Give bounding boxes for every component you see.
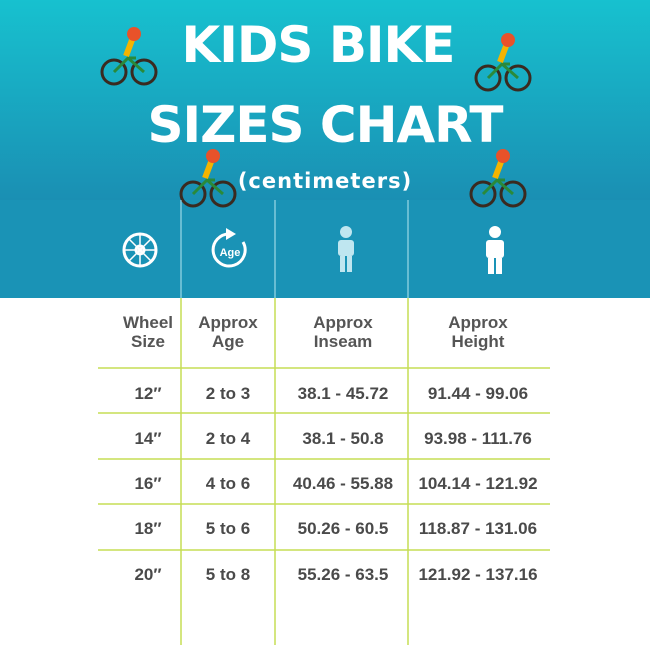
table-cell: 20″ xyxy=(134,565,161,584)
title-line: SIZES CHART xyxy=(147,96,503,154)
title-line: KIDS BIKE xyxy=(182,16,455,74)
table-cell: 5 to 6 xyxy=(206,519,250,538)
table-cell: 2 to 3 xyxy=(206,384,250,403)
table-grid xyxy=(98,298,550,645)
table-cell: 104.14 - 121.92 xyxy=(418,474,537,493)
table-cell: 55.26 - 63.5 xyxy=(298,565,389,584)
table-cell: 40.46 - 55.88 xyxy=(293,474,393,493)
table-cell: 2 to 4 xyxy=(206,429,251,448)
table-cell: 121.92 - 137.16 xyxy=(418,565,537,584)
child-icon xyxy=(338,226,354,272)
table-cell: 50.26 - 60.5 xyxy=(298,519,389,538)
table: Wheel Size Approx Age Approx Inseam Approx Heig… xyxy=(123,313,538,584)
subtitle: (centimeters) xyxy=(238,169,412,193)
column-header: Approx Age xyxy=(198,313,258,351)
table-cell: 14″ xyxy=(134,429,161,448)
column-header: Approx Inseam xyxy=(313,313,373,351)
table-cell: 91.44 - 99.06 xyxy=(428,384,528,403)
table-cell: 18″ xyxy=(134,519,161,538)
age-icon-label: Age xyxy=(220,247,241,259)
column-header: Wheel Size xyxy=(123,313,173,351)
table-cell: 5 to 8 xyxy=(206,565,250,584)
table-cell: 12″ xyxy=(134,384,161,403)
table-cell: 118.87 - 131.06 xyxy=(419,519,537,538)
header-bg xyxy=(0,0,650,200)
column-header: Approx Height xyxy=(448,313,508,351)
table-cell: 93.98 - 111.76 xyxy=(424,429,532,448)
wheel-icon xyxy=(122,232,158,268)
table-cell: 4 to 6 xyxy=(206,474,250,493)
age-icon: Age xyxy=(211,228,247,268)
column-dividers xyxy=(180,200,409,298)
table-cell: 16″ xyxy=(134,474,161,493)
table-cell: 38.1 - 50.8 xyxy=(302,429,383,448)
adult-icon xyxy=(486,226,504,274)
table-cell: 38.1 - 45.72 xyxy=(298,384,389,403)
icon-band xyxy=(0,200,650,298)
